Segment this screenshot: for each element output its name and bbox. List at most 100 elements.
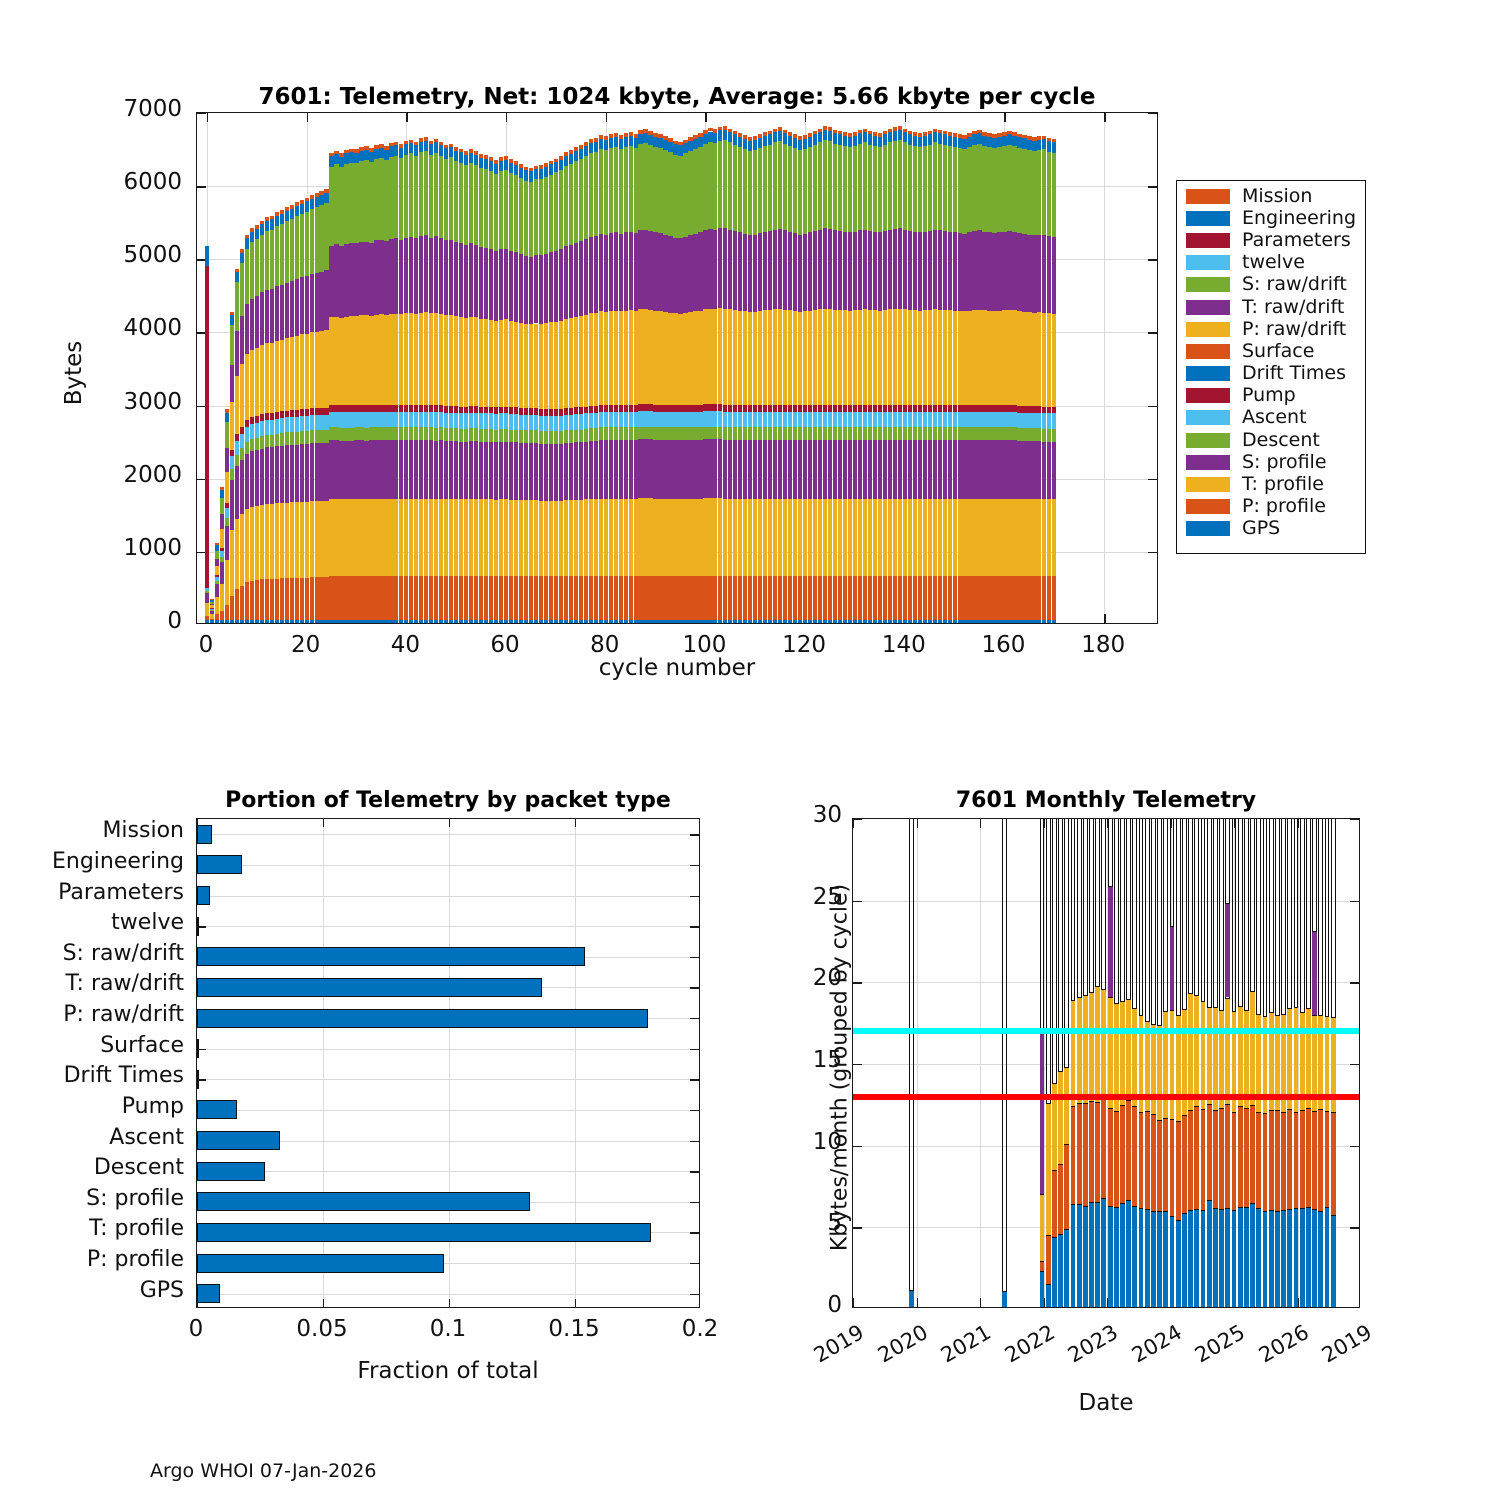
legend-item-0[interactable]: Mission	[1177, 185, 1365, 207]
telemetry-bar-segment	[812, 620, 818, 623]
legend-item-12[interactable]: S: profile	[1177, 451, 1365, 473]
telemetry-bar-segment	[319, 191, 324, 195]
telemetry-bar-segment	[932, 142, 937, 230]
telemetry-bar-segment	[518, 168, 524, 179]
y-tick-label-3: twelve	[111, 910, 184, 936]
legend-item-13[interactable]: T: profile	[1177, 473, 1365, 495]
telemetry-bar-segment	[902, 405, 907, 412]
legend-item-9[interactable]: Pump	[1177, 385, 1365, 407]
telemetry-bar	[723, 113, 728, 623]
telemetry-bar-segment	[882, 498, 887, 577]
legend-item-5[interactable]: T: raw/drift	[1177, 296, 1365, 318]
telemetry-bar-segment	[404, 144, 409, 155]
telemetry-bar-segment	[723, 130, 728, 141]
monthly-bar	[1144, 819, 1150, 1307]
telemetry-bar-segment	[997, 427, 1002, 441]
y-tick-label-8: Drift Times	[63, 1063, 184, 1089]
telemetry-bar-segment	[209, 598, 215, 600]
telemetry-bar-segment	[264, 289, 269, 344]
telemetry-bar-segment	[957, 427, 962, 441]
telemetry-bar-segment	[972, 309, 977, 406]
telemetry-bar-segment	[957, 137, 962, 148]
telemetry-bar-segment	[374, 148, 379, 159]
telemetry-bar-segment	[444, 315, 449, 406]
telemetry-bar-segment	[633, 427, 638, 441]
legend-label: Parameters	[1242, 228, 1351, 251]
telemetry-bar-segment	[244, 508, 249, 583]
telemetry-bar-segment	[842, 135, 848, 146]
monthly-bar-segment	[1064, 1143, 1070, 1229]
monthly-bar-segment	[1113, 1003, 1119, 1111]
y-tick-mark	[1148, 186, 1157, 188]
telemetry-bar-segment	[922, 131, 927, 136]
telemetry-legend[interactable]: Mission Engineering Parameters twelve S: raw…	[1176, 180, 1366, 554]
portion-bar	[197, 1008, 649, 1028]
telemetry-bar	[254, 113, 259, 623]
telemetry-bar-segment	[892, 576, 897, 621]
telemetry-bar	[847, 113, 853, 623]
telemetry-bar-segment	[783, 498, 788, 577]
telemetry-bar-segment	[334, 440, 339, 499]
telemetry-bar-segment	[872, 310, 877, 406]
telemetry-bar-segment	[1047, 413, 1052, 429]
legend-item-7[interactable]: Surface	[1177, 340, 1365, 362]
monthly-xlabel: Date	[1078, 1390, 1134, 1416]
legend-item-2[interactable]: Parameters	[1177, 229, 1365, 251]
telemetry-bar-segment	[668, 152, 673, 237]
telemetry-bar-segment	[678, 145, 683, 156]
telemetry-bar-segment	[518, 178, 524, 255]
legend-item-14[interactable]: P: profile	[1177, 496, 1365, 518]
telemetry-bar-segment	[987, 498, 992, 577]
telemetry-bar-segment	[798, 411, 803, 428]
telemetry-bar-segment	[434, 142, 439, 153]
telemetry-bar-segment	[862, 128, 868, 133]
telemetry-bar-segment	[578, 241, 583, 317]
telemetry-bar-segment	[987, 427, 992, 441]
telemetry-bar-segment	[927, 620, 932, 623]
telemetry-bar-segment	[234, 589, 239, 621]
telemetry-bar-segment	[802, 233, 808, 312]
telemetry-bar-segment	[678, 427, 683, 441]
telemetry-bar-segment	[633, 233, 638, 312]
legend-item-6[interactable]: P: raw/drift	[1177, 318, 1365, 340]
legend-item-15[interactable]: GPS	[1177, 518, 1365, 540]
telemetry-bar-segment	[1027, 576, 1032, 621]
monthly-bar-segment	[1324, 1016, 1330, 1111]
monthly-bar-segment	[1126, 1200, 1132, 1307]
telemetry-per-cycle-panel: 7601: Telemetry, Net: 1024 kbyte, Averag…	[0, 0, 1500, 710]
telemetry-bar-segment	[852, 135, 858, 146]
telemetry-bar-segment	[459, 413, 464, 429]
telemetry-bar-segment	[289, 337, 294, 411]
telemetry-bar-segment	[454, 315, 459, 406]
telemetry-bar-segment	[817, 576, 823, 621]
legend-item-8[interactable]: Drift Times	[1177, 363, 1365, 385]
telemetry-bar-segment	[872, 405, 877, 412]
legend-item-4[interactable]: S: raw/drift	[1177, 274, 1365, 296]
telemetry-bar-segment	[902, 427, 907, 441]
telemetry-bar	[523, 113, 529, 623]
monthly-bar-segment	[1107, 1107, 1113, 1206]
x-tick-label: 0.1	[429, 1316, 467, 1342]
telemetry-bar-segment	[663, 620, 668, 623]
telemetry-bar-segment	[992, 576, 997, 621]
telemetry-bar-segment	[309, 195, 314, 199]
telemetry-bar-segment	[289, 208, 294, 219]
telemetry-bar-segment	[299, 501, 304, 578]
legend-item-1[interactable]: Engineering	[1177, 207, 1365, 229]
telemetry-bar	[1042, 113, 1047, 623]
x-tick-label: 0	[188, 1316, 204, 1342]
legend-item-11[interactable]: Descent	[1177, 429, 1365, 451]
telemetry-bar-segment	[344, 412, 349, 428]
telemetry-bar-segment	[698, 405, 703, 412]
telemetry-bar-segment	[887, 576, 892, 621]
monthly-bar-segment	[1132, 1008, 1138, 1107]
legend-item-10[interactable]: Ascent	[1177, 407, 1365, 429]
legend-item-3[interactable]: twelve	[1177, 252, 1365, 274]
x-tick-label: 0	[198, 632, 214, 658]
telemetry-bar-segment	[648, 576, 653, 621]
telemetry-bar-segment	[503, 156, 509, 161]
telemetry-bar-segment	[688, 440, 693, 499]
telemetry-bar-segment	[688, 576, 693, 621]
x-tick-label: 180	[1081, 632, 1126, 658]
telemetry-bar-segment	[633, 137, 638, 148]
